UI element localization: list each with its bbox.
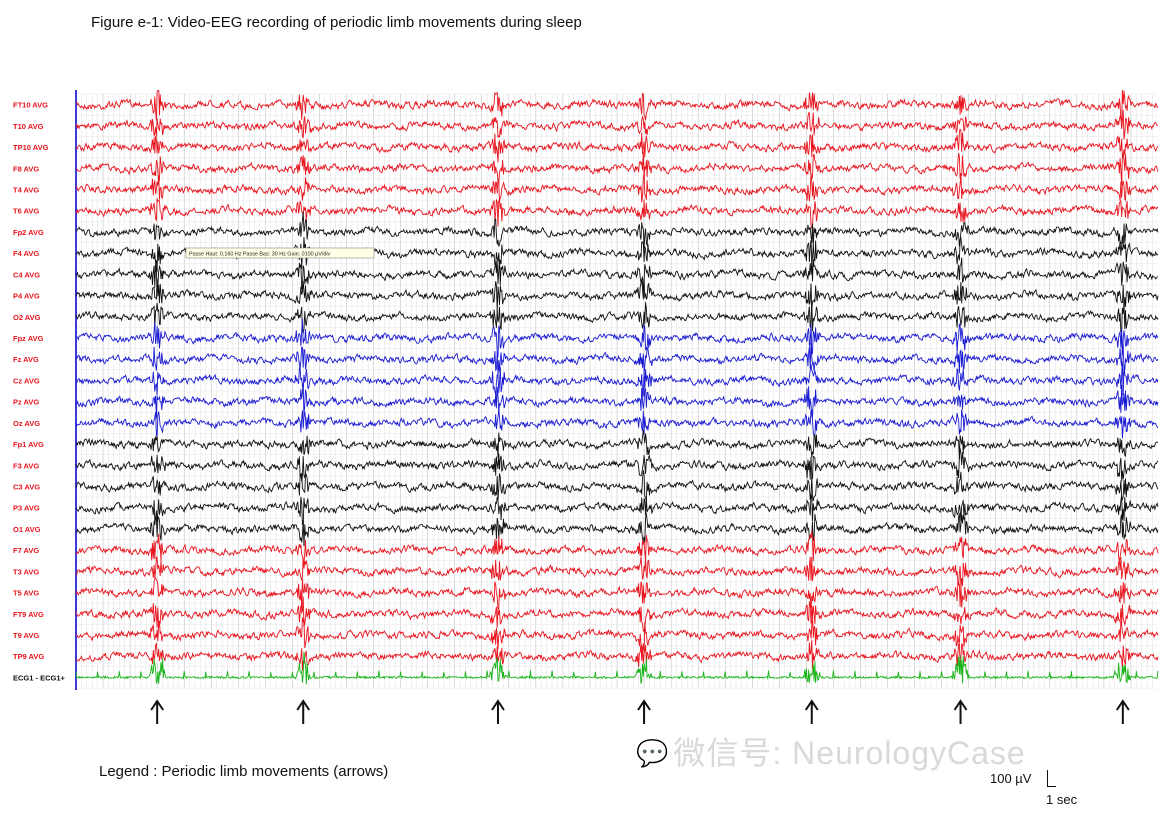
filter-info-tooltip: Passe Haut: 0,160 Hz Passe Bas: 30 Hz Ga…: [185, 247, 375, 259]
eeg-chart: FT10 AVG T10 AVG TP10 AVG F8 AVG T4 AVG T6 AV…: [10, 90, 1159, 690]
eeg-trace-fp1-avg: [75, 429, 1159, 460]
channel-label: Fpz AVG: [13, 334, 44, 343]
channel-label: Oz AVG: [13, 419, 40, 428]
channel-label: ECG1 - ECG1+: [13, 673, 66, 682]
limb-movement-arrow: [150, 699, 164, 724]
eeg-trace-oz-avg: [75, 408, 1159, 439]
eeg-trace-o1-avg: [75, 513, 1159, 547]
channel-label: T6 AVG: [13, 207, 39, 216]
channel-label: C3 AVG: [13, 482, 40, 491]
eeg-trace-t6-avg: [75, 198, 1159, 230]
eeg-trace-fpz-avg: [75, 318, 1159, 358]
arrow-head: [637, 699, 651, 711]
scale-time-label: 1 sec: [1046, 792, 1078, 807]
channel-label: O2 AVG: [13, 313, 41, 322]
channel-label: F7 AVG: [13, 546, 39, 555]
eeg-trace-t3-avg: [75, 556, 1159, 587]
channel-label: Fz AVG: [13, 355, 39, 364]
limb-movement-arrow: [804, 699, 819, 724]
figure-title: Figure e-1: Video-EEG recording of perio…: [91, 14, 582, 31]
legend-text: Legend : Periodic limb movements (arrows…: [99, 763, 389, 780]
eeg-trace-ft9-avg: [75, 596, 1159, 633]
scale-bar: 100 µV 1 sec: [990, 767, 1100, 811]
scale-amplitude-label: 100 µV: [990, 771, 1032, 786]
channel-label: Pz AVG: [13, 398, 39, 407]
eeg-trace-pz-avg: [75, 383, 1159, 419]
eeg-trace-tp9-avg: [75, 639, 1159, 671]
eeg-trace-tp10-avg: [75, 128, 1159, 163]
tooltip-box: [185, 247, 375, 259]
channel-label: T3 AVG: [13, 567, 39, 576]
tooltip-text: Passe Haut: 0,160 Hz Passe Bas: 30 Hz Ga…: [189, 252, 331, 258]
channel-label: T9 AVG: [13, 631, 39, 640]
limb-movement-arrow: [637, 699, 651, 724]
eeg-trace-ecg1-ecg1-: [75, 651, 1159, 685]
limb-movement-arrow: [491, 699, 505, 724]
channel-label: FT9 AVG: [13, 610, 44, 619]
event-arrows: [150, 699, 1130, 724]
channel-label: P4 AVG: [13, 292, 40, 301]
eeg-trace-t4-avg: [75, 172, 1159, 203]
channel-label: T4 AVG: [13, 185, 39, 194]
channel-label: Fp1 AVG: [13, 440, 44, 449]
arrow-head: [1115, 699, 1130, 711]
scale-bar-corner: [1047, 770, 1056, 787]
eeg-trace-c4-avg: [75, 257, 1159, 293]
eeg-trace-f3-avg: [75, 448, 1159, 482]
channel-label: P3 AVG: [13, 504, 40, 513]
channel-label-column: [10, 90, 76, 690]
arrow-head: [804, 699, 819, 711]
eeg-trace-f7-avg: [75, 531, 1159, 565]
arrow-head: [296, 699, 311, 711]
channel-label: T5 AVG: [13, 589, 39, 598]
channel-label: F4 AVG: [13, 249, 39, 258]
channel-label: TP10 AVG: [13, 143, 49, 152]
arrow-head: [150, 699, 164, 711]
channel-label: F8 AVG: [13, 164, 39, 173]
channel-label: TP9 AVG: [13, 652, 44, 661]
eeg-trace-f8-avg: [75, 151, 1159, 186]
eeg-recording-panel: FT10 AVG T10 AVG TP10 AVG F8 AVG T4 AVG T6 AV…: [10, 90, 1160, 690]
channel-label: FT10 AVG: [13, 101, 48, 110]
channel-label: C4 AVG: [13, 270, 40, 279]
channel-label: T10 AVG: [13, 122, 44, 131]
eeg-trace-cz-avg: [75, 361, 1159, 397]
eeg-trace-p3-avg: [75, 493, 1159, 528]
limb-movement-arrow: [953, 699, 968, 724]
eeg-trace-t5-avg: [75, 576, 1159, 612]
eeg-trace-p4-avg: [75, 278, 1159, 312]
grid: [75, 93, 1158, 689]
channel-label: F3 AVG: [13, 461, 39, 470]
arrow-head: [953, 699, 968, 711]
chat-bubble-icon: 💬: [636, 738, 670, 768]
limb-movement-arrow: [1115, 699, 1130, 724]
eeg-trace-t9-avg: [75, 616, 1159, 653]
watermark: 💬 微信号: NeurologyCase: [636, 728, 1026, 774]
channel-label: Fp2 AVG: [13, 228, 44, 237]
eeg-trace-ft10-avg: [75, 90, 1159, 122]
limb-movement-arrow: [296, 699, 311, 724]
eeg-trace-fp2-avg: [75, 211, 1159, 249]
channel-label: Cz AVG: [13, 376, 40, 385]
eeg-trace-o2-avg: [75, 299, 1159, 335]
arrow-head: [491, 699, 505, 711]
channel-label: O1 AVG: [13, 525, 41, 534]
eeg-trace-fz-avg: [75, 342, 1159, 377]
eeg-trace-t10-avg: [75, 109, 1159, 140]
eeg-trace-c3-avg: [75, 470, 1159, 502]
watermark-text: 微信号: NeurologyCase: [673, 735, 1026, 771]
